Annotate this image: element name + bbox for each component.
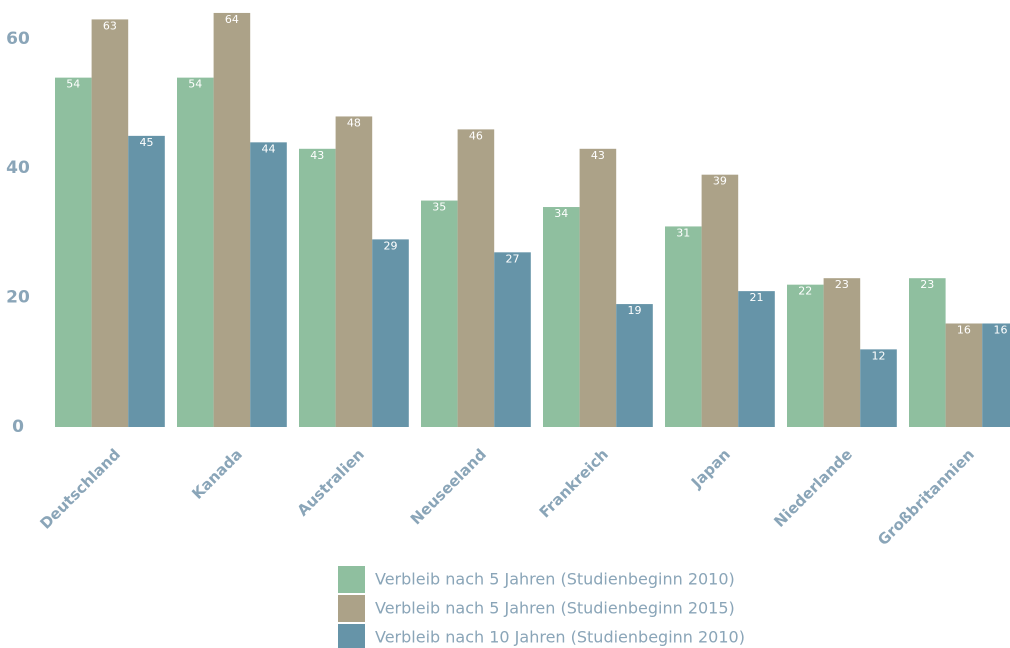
- value-label: 16: [957, 323, 971, 336]
- bar: [55, 77, 92, 428]
- value-label: 19: [628, 304, 642, 317]
- bar: [91, 19, 129, 428]
- bar: [616, 304, 653, 427]
- bar: [579, 148, 617, 427]
- legend-label: Verbleib nach 10 Jahren (Studienbeginn 2…: [375, 628, 745, 647]
- bar: [945, 323, 983, 427]
- x-tick-label: Großbritannien: [874, 445, 978, 549]
- value-label: 23: [920, 278, 934, 291]
- value-label: 45: [140, 136, 154, 149]
- bar: [860, 349, 897, 427]
- value-label: 54: [188, 78, 202, 91]
- legend-label: Verbleib nach 5 Jahren (Studienbeginn 20…: [375, 599, 735, 618]
- bar: [213, 12, 251, 428]
- value-label: 39: [713, 175, 727, 188]
- legend-swatch: [338, 566, 365, 593]
- bar: [128, 135, 165, 427]
- y-tick-label: 60: [6, 29, 30, 49]
- value-label: 16: [994, 323, 1008, 336]
- y-tick-label: 40: [6, 158, 30, 178]
- legend-swatch: [338, 595, 365, 622]
- x-tick-label: Kanada: [188, 445, 246, 503]
- value-label: 22: [798, 285, 812, 298]
- value-label: 64: [225, 13, 239, 26]
- legend-label: Verbleib nach 5 Jahren (Studienbeginn 20…: [375, 570, 735, 589]
- x-tick-label: Neuseeland: [407, 445, 490, 528]
- x-tick-label: Frankreich: [536, 445, 612, 521]
- value-label: 34: [554, 207, 568, 220]
- bar: [299, 148, 336, 427]
- bar: [823, 278, 861, 427]
- value-label: 27: [506, 252, 520, 265]
- value-label: 21: [750, 291, 764, 304]
- value-label: 31: [676, 226, 690, 239]
- bar: [982, 323, 1010, 427]
- value-label: 44: [262, 142, 276, 155]
- y-tick-label: 20: [6, 288, 30, 308]
- bar: [665, 226, 702, 427]
- value-label: 12: [872, 349, 886, 362]
- value-label: 43: [310, 149, 324, 162]
- bar: [738, 291, 775, 427]
- bar: [421, 200, 458, 427]
- value-label: 29: [384, 239, 398, 252]
- value-label: 35: [432, 201, 446, 214]
- x-tick-label: Australien: [294, 445, 368, 519]
- x-tick-label: Deutschland: [36, 445, 123, 532]
- value-label: 54: [66, 78, 80, 91]
- x-tick-label: Niederlande: [770, 445, 856, 531]
- y-tick-label: 0: [12, 417, 24, 437]
- value-label: 46: [469, 129, 483, 142]
- value-label: 63: [103, 19, 117, 32]
- bar: [701, 174, 739, 427]
- value-label: 23: [835, 278, 849, 291]
- bar: [250, 142, 287, 428]
- value-label: 48: [347, 116, 361, 129]
- value-label: 43: [591, 149, 605, 162]
- bar: [335, 116, 373, 428]
- x-tick-label: Japan: [687, 445, 734, 492]
- bar: [543, 207, 580, 427]
- bar: [177, 77, 214, 428]
- bar: [909, 278, 946, 427]
- bar: [494, 252, 531, 427]
- bar: [372, 239, 409, 427]
- legend-swatch: [338, 624, 365, 648]
- bar: [457, 129, 495, 428]
- bar: [787, 284, 824, 427]
